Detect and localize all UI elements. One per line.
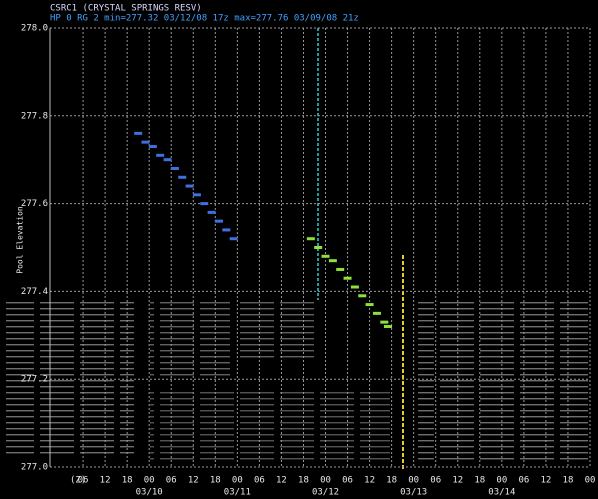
data-point	[148, 145, 157, 149]
x-tick-label: 12	[188, 476, 199, 486]
data-point	[343, 276, 352, 280]
data-point	[134, 131, 143, 135]
data-point	[358, 294, 367, 298]
chart-title: CSRC1 (CRYSTAL SPRINGS RESV)	[50, 4, 202, 14]
data-point	[207, 210, 216, 214]
x-tick-label: 18	[474, 476, 485, 486]
x-tick-label: 12	[452, 476, 463, 486]
date-label: 03/10	[136, 488, 163, 498]
y-tick-label: 277.4	[21, 287, 48, 297]
data-point	[306, 237, 315, 241]
x-tick-label: 18	[298, 476, 309, 486]
y-axis-label: Pool Elevation	[16, 206, 25, 274]
data-point	[336, 267, 345, 271]
y-tick-label: 277.2	[21, 375, 48, 385]
date-label: 03/13	[400, 488, 427, 498]
x-tick-label: 00	[144, 476, 155, 486]
data-point	[222, 228, 231, 232]
data-point	[163, 158, 172, 162]
x-tick-label: 12	[364, 476, 375, 486]
x-tick-label: 06	[430, 476, 441, 486]
x-tick-label: 06	[342, 476, 353, 486]
date-label: 03/11	[224, 488, 251, 498]
date-label: 03/14	[488, 488, 515, 498]
x-tick-label: 18	[210, 476, 221, 486]
data-point	[156, 153, 165, 157]
y-tick-label: 277.0	[21, 463, 48, 473]
x-tick-label: 06	[254, 476, 265, 486]
data-point	[200, 202, 209, 206]
data-point	[350, 285, 359, 289]
x-tick-label: 06	[166, 476, 177, 486]
x-tick-label: 18	[386, 476, 397, 486]
y-tick-label: 277.6	[21, 199, 48, 209]
data-point	[141, 140, 150, 144]
data-point	[328, 259, 337, 263]
data-point	[314, 246, 323, 249]
x-unit-label: (Z)	[70, 476, 86, 486]
render-noise	[6, 298, 134, 458]
x-tick-label: 12	[276, 476, 287, 486]
data-point	[178, 175, 187, 179]
x-tick-label: 12	[540, 476, 551, 486]
x-tick-label: 00	[232, 476, 243, 486]
data-point	[321, 254, 330, 258]
render-noise	[418, 300, 588, 460]
data-point	[229, 237, 238, 241]
render-noise	[150, 300, 230, 380]
x-tick-label: 00	[585, 476, 596, 486]
chart-subtitle: HP 0 RG 2 min=277.32 03/12/08 17z max=27…	[50, 14, 359, 24]
render-noise	[238, 300, 318, 360]
x-tick-label: 12	[100, 476, 111, 486]
data-point	[380, 320, 389, 324]
x-tick-label: 18	[563, 476, 574, 486]
x-tick-label: 06	[518, 476, 529, 486]
data-point	[383, 325, 392, 329]
y-tick-label: 278.0	[21, 24, 48, 34]
data-point	[365, 303, 374, 307]
x-tick-label: 00	[320, 476, 331, 486]
x-tick-label: 18	[122, 476, 133, 486]
x-tick-label: 00	[408, 476, 419, 486]
x-tick-label: 06	[78, 476, 89, 486]
render-noise	[150, 390, 390, 460]
data-point	[185, 184, 194, 188]
date-label: 03/12	[312, 488, 339, 498]
data-point	[192, 193, 201, 197]
data-point	[372, 311, 381, 315]
x-tick-label: 00	[496, 476, 507, 486]
y-tick-label: 277.8	[21, 111, 48, 121]
data-point	[214, 219, 223, 223]
data-point	[170, 166, 179, 170]
